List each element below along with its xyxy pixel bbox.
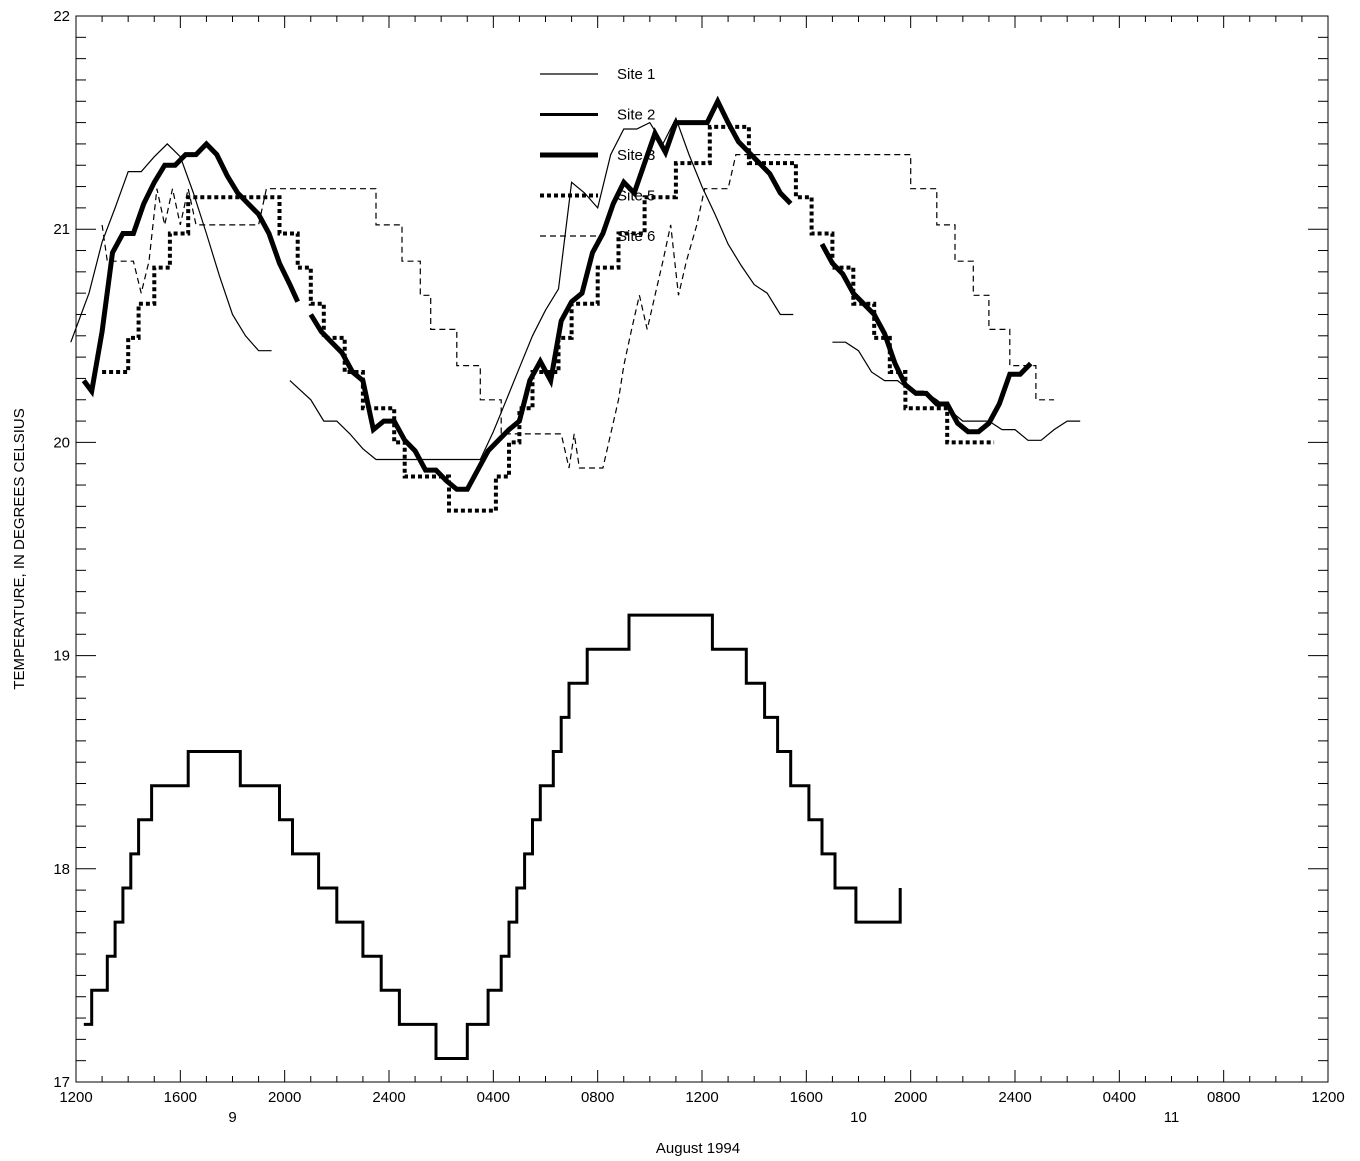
series-line xyxy=(102,124,995,513)
plot-frame xyxy=(75,15,1329,1083)
legend-label: Site 2 xyxy=(617,107,655,124)
day-labels: 9 10 11 xyxy=(228,1109,1179,1126)
y-tick-label: 20 xyxy=(53,434,70,451)
series-line xyxy=(81,140,300,398)
x-tick-label: 2400 xyxy=(372,1089,405,1106)
legend-label: Site 5 xyxy=(617,188,655,205)
y-tick-label: 19 xyxy=(53,648,70,665)
x-tick-label: 2000 xyxy=(268,1089,301,1106)
legend-label: Site 6 xyxy=(617,228,655,245)
y-tick-label: 18 xyxy=(53,861,70,878)
x-tick-label: 1200 xyxy=(1311,1089,1344,1106)
x-tick-label: 1200 xyxy=(59,1089,92,1106)
x-axis-title: August 1994 xyxy=(656,1140,740,1157)
x-tick-label: 1600 xyxy=(164,1089,197,1106)
day-label: 11 xyxy=(1164,1109,1180,1126)
y-tick-labels: 17 18 19 20 21 22 xyxy=(53,8,70,1091)
legend: Site 1 Site 2 Site 3 Site 5 Site 6 xyxy=(540,66,655,245)
series-site-3 xyxy=(81,95,1033,492)
y-tick-label: 17 xyxy=(53,1074,70,1091)
x-tick-label: 0400 xyxy=(477,1089,510,1106)
day-label: 9 xyxy=(228,1109,236,1126)
series-layer xyxy=(70,95,1081,1060)
series-line xyxy=(819,242,1033,435)
y-axis-title: TEMPERATURE, IN DEGREES CELSIUS xyxy=(11,408,28,689)
x-tick-label: 0400 xyxy=(1103,1089,1136,1106)
x-tick-label: 2000 xyxy=(894,1089,927,1106)
series-site-6 xyxy=(101,154,1055,469)
series-line xyxy=(70,143,272,352)
series-line xyxy=(289,116,794,461)
x-tick-labels: 1200 1600 2000 2400 0400 0800 1200 1600 2000 2400… xyxy=(59,1089,1344,1106)
series-line xyxy=(83,613,902,1060)
series-line xyxy=(101,154,1055,469)
x-tick-label: 2400 xyxy=(998,1089,1031,1106)
x-tick-label: 1600 xyxy=(790,1089,823,1106)
x-tick-label: 1200 xyxy=(685,1089,718,1106)
y-tick-label: 22 xyxy=(53,8,70,25)
legend-label: Site 3 xyxy=(617,147,655,164)
series-site-5 xyxy=(102,124,995,513)
y-tick-label: 21 xyxy=(53,221,70,238)
x-tick-label: 0800 xyxy=(1207,1089,1240,1106)
legend-label: Site 1 xyxy=(617,66,655,83)
series-line xyxy=(308,95,793,492)
axis-ticks xyxy=(75,15,1329,1083)
series-site-2 xyxy=(83,613,902,1060)
series-line xyxy=(832,341,1081,441)
day-label: 10 xyxy=(850,1109,867,1126)
x-tick-label: 0800 xyxy=(581,1089,614,1106)
